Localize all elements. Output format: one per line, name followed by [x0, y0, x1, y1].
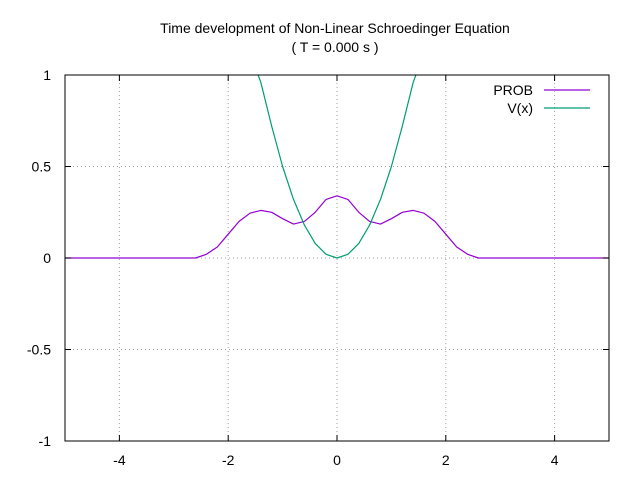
x-tick-label: -2 — [222, 452, 235, 468]
x-tick-label: -4 — [113, 452, 126, 468]
legend-label: PROB — [493, 82, 533, 98]
y-tick-label: -1 — [39, 433, 52, 449]
chart-title: Time development of Non-Linear Schroedin… — [160, 20, 510, 36]
axis-ticks: -4 -2 0 2 4 -1 -0.5 0 0.5 1 — [27, 67, 609, 468]
x-tick-label: 4 — [551, 452, 559, 468]
y-tick-label: 0 — [43, 250, 51, 266]
y-tick-label: 1 — [43, 67, 51, 83]
series-line-1 — [257, 74, 417, 259]
plot-series — [65, 74, 609, 259]
y-tick-label: -0.5 — [27, 342, 51, 358]
legend-label: V(x) — [507, 100, 533, 116]
series-line-0 — [65, 195, 609, 259]
x-tick-label: 2 — [442, 452, 450, 468]
y-tick-label: 0.5 — [32, 159, 52, 175]
legend: PROB V(x) — [493, 82, 590, 116]
chart-subtitle: ( T = 0.000 s ) — [291, 39, 378, 55]
x-tick-label: 0 — [333, 452, 341, 468]
